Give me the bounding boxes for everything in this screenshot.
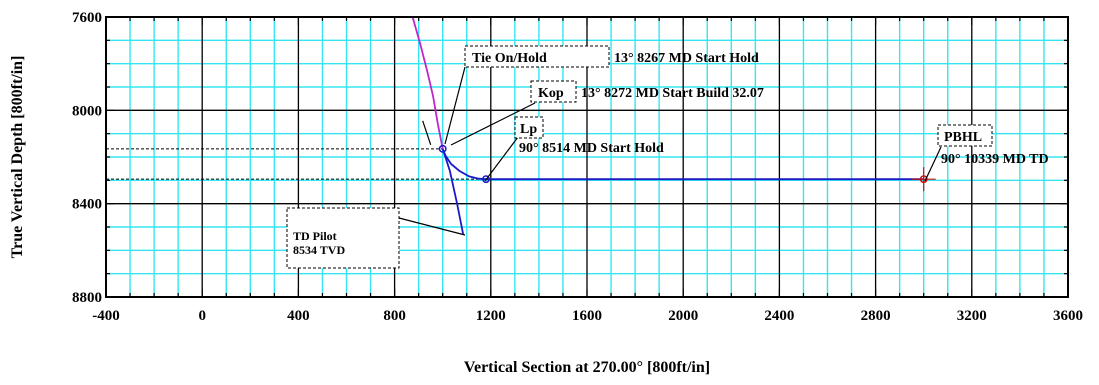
station-marker [482, 175, 490, 184]
annotation-lp-label: Lp [520, 122, 537, 137]
plot-frame [105, 16, 1069, 298]
annotation-pbhl-leader [924, 146, 942, 182]
annotation-pbhl-text: 90° 10339 MD TD [941, 152, 1049, 167]
x-tick-label: 2800 [861, 308, 891, 324]
annotation-tie-on-leader [444, 66, 466, 145]
annotation-tie-on-text: 13° 8267 MD Start Hold [614, 51, 759, 66]
annotation-pbhl-box [937, 124, 993, 147]
x-tick-label: -400 [92, 308, 120, 324]
annotation-lp: Lp 90° 8514 MD Start Hold [484, 116, 664, 182]
annotation-lp-text: 90° 8514 MD Start Hold [519, 141, 664, 156]
x-tick-label: 3200 [957, 308, 987, 324]
x-axis-label: Vertical Section at 270.00° [800ft/in] [464, 359, 710, 376]
y-tick-label: 8800 [72, 290, 102, 306]
x-tick-label: 0 [198, 308, 206, 324]
y-axis-label: True Vertical Depth [800ft/in] [9, 56, 26, 259]
annotation-kop-label: Kop [538, 86, 564, 101]
x-tick-label: 1600 [572, 308, 602, 324]
x-tick-label: 2000 [668, 308, 698, 324]
y-tick-label: 8000 [72, 103, 102, 119]
x-tick-label: 3600 [1053, 308, 1083, 324]
well-path-line [441, 148, 924, 181]
station-marker [438, 144, 447, 153]
annotation-kop: Kop 13° 8272 MD Start Build 32.07 [450, 80, 764, 146]
annotation-kop-leader [450, 102, 536, 146]
annotation-kop-text: 13° 8272 MD Start Build 32.07 [581, 86, 764, 101]
annotation-pbhl: PBHL 90° 10339 MD TD [924, 124, 1049, 182]
annotation-td-pilot: TD Pilot 8534 TVD [286, 207, 466, 269]
tick-labels: -400 0 400 800 1200 1600 2000 2400 2800 3200 3600 7… [72, 10, 1083, 324]
annotation-tie-on-label: Tie On/Hold [472, 51, 547, 66]
annotation-tie-on: Tie On/Hold 13° 8267 MD Start Hold [444, 45, 759, 145]
x-tick-label: 2400 [764, 308, 794, 324]
annotation-tie-on-box [464, 45, 610, 68]
x-tick-label: 800 [383, 308, 406, 324]
annotation-td-pilot-leader [398, 217, 466, 236]
tie-on-tick [422, 120, 432, 146]
annotation-lp-leader [484, 136, 519, 182]
annotation-td-pilot-box [286, 207, 400, 269]
marker-layer [422, 120, 936, 192]
annotation-pbhl-label: PBHL [944, 130, 982, 145]
annotation-td-pilot-line1: TD Pilot [293, 229, 337, 243]
x-tick-label: 400 [287, 308, 310, 324]
x-tick-label: 1200 [476, 308, 506, 324]
series-layer [411, 16, 924, 235]
annotation-td-pilot-line2: 8534 TVD [293, 243, 345, 257]
y-tick-label: 8400 [72, 197, 102, 213]
y-tick-label: 7600 [72, 10, 102, 26]
well-path-line [441, 148, 464, 235]
well-path-line [411, 16, 444, 149]
annotation-kop-box [530, 80, 577, 103]
annotation-lp-box [514, 116, 544, 139]
